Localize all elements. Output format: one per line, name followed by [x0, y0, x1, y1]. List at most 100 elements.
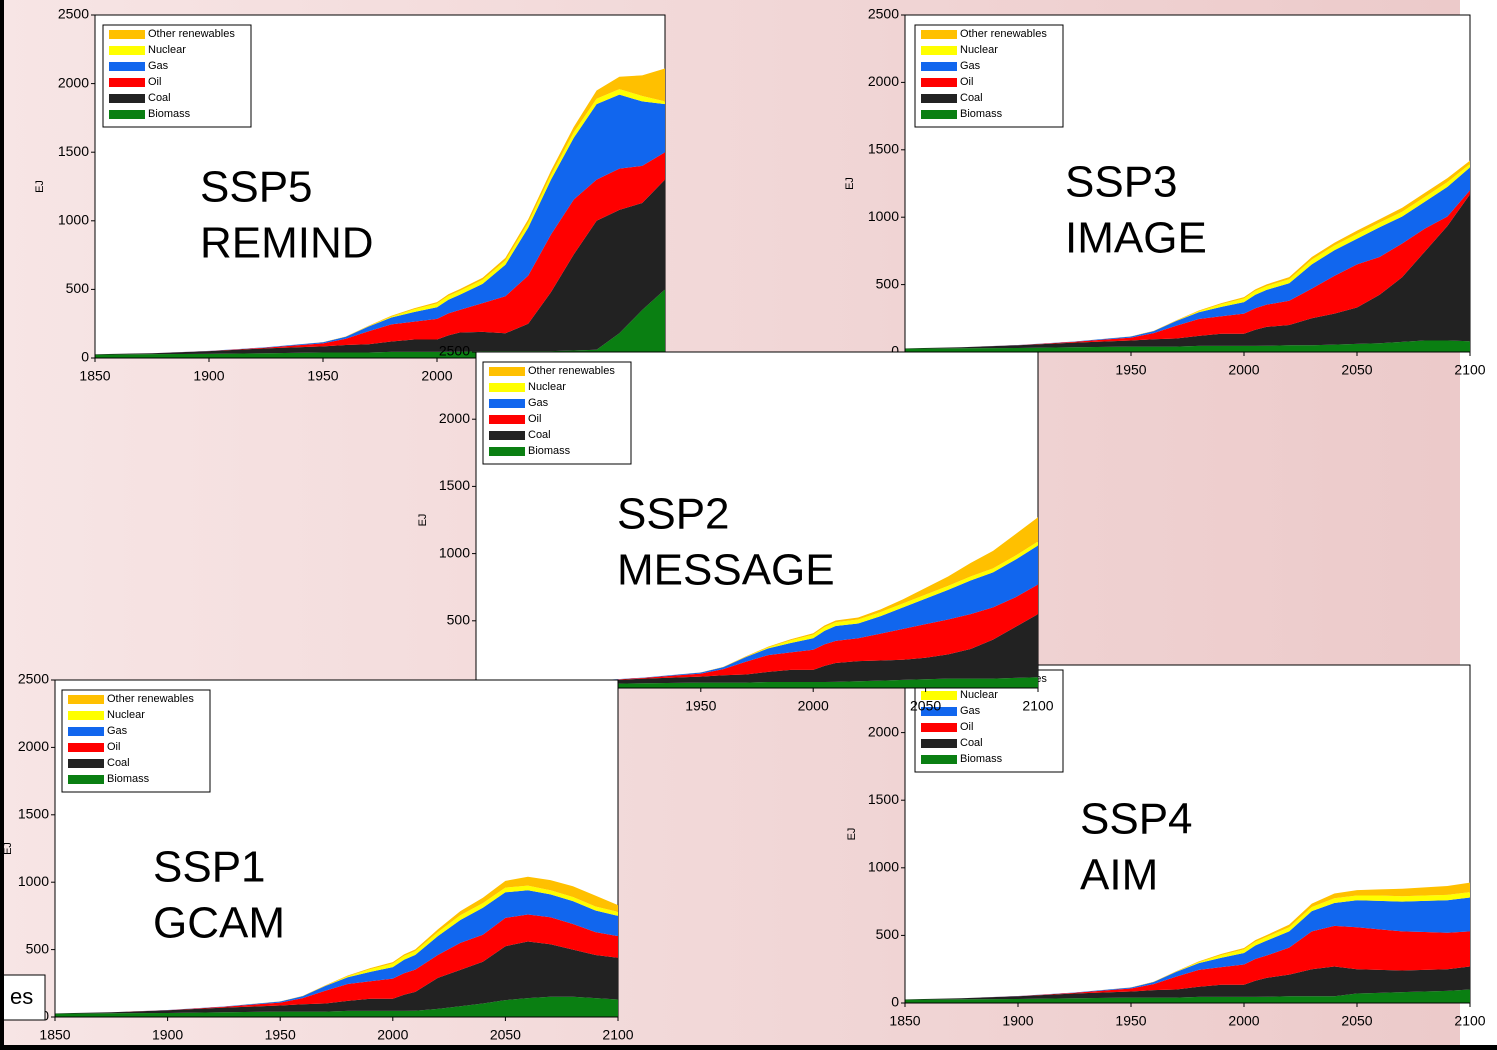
chart-panel: 0500100015002000250018501900195020002050… [844, 6, 1486, 378]
y-tick-label: 0 [891, 994, 899, 1010]
x-tick-label: 2050 [490, 1027, 521, 1043]
x-tick-label: 1900 [193, 368, 224, 384]
legend-label: Oil [528, 413, 541, 425]
legend-swatch [68, 775, 104, 784]
x-tick-label: 2000 [1228, 1013, 1259, 1029]
x-tick-label: 1850 [889, 1013, 920, 1029]
legend-label: Coal [960, 737, 983, 749]
legend-swatch [68, 743, 104, 752]
y-tick-label: 500 [876, 275, 900, 291]
y-tick-label: 2000 [868, 73, 899, 89]
legend-swatch [109, 62, 145, 71]
x-tick-label: 2000 [798, 698, 829, 714]
legend-label: Nuclear [148, 44, 186, 56]
area-series [55, 890, 618, 1014]
area-series [95, 179, 665, 355]
legend-swatch [109, 30, 145, 39]
area-series [905, 897, 1470, 1000]
x-tick-label: 1950 [685, 698, 716, 714]
legend-label: Biomass [528, 445, 571, 457]
legend-swatch [109, 110, 145, 119]
legend-label: Gas [107, 725, 128, 737]
legend-label: Coal [960, 92, 983, 104]
scenario-label: AIM [1080, 851, 1158, 900]
legend-swatch [921, 691, 957, 700]
legend-label: Nuclear [107, 709, 145, 721]
chart-panel: 0500100015002000250018501900195020002050… [34, 6, 681, 384]
y-tick-label: 0 [891, 343, 899, 359]
scenario-label: IMAGE [1065, 214, 1207, 263]
legend-label: Coal [528, 429, 551, 441]
legend-label: Biomass [148, 108, 191, 120]
y-tick-label: 1500 [439, 477, 470, 493]
legend-swatch [489, 447, 525, 456]
x-tick-label: 2100 [1022, 698, 1053, 714]
chart-panel: 0500100015002000250018501900195020002050… [2, 671, 634, 1043]
legend-swatch [109, 94, 145, 103]
scenario-label: SSP3 [1065, 158, 1178, 207]
y-tick-label: 2500 [18, 671, 49, 687]
y-tick-label: 2000 [439, 410, 470, 426]
legend-swatch [921, 62, 957, 71]
legend-label: Other renewables [107, 693, 194, 705]
y-tick-label: 1500 [868, 791, 899, 807]
y-tick-label: 2500 [439, 343, 470, 359]
y-tick-label: 2500 [58, 6, 89, 22]
legend-label: Gas [528, 397, 549, 409]
legend-label: Nuclear [960, 689, 998, 701]
y-tick-label: 2000 [18, 738, 49, 754]
area-series [905, 190, 1470, 349]
legend-swatch [68, 711, 104, 720]
area-series [905, 925, 1470, 1000]
legend-label: Gas [960, 60, 981, 72]
y-axis-label: EJ [846, 828, 858, 841]
legend-label: Coal [107, 757, 130, 769]
area-series [95, 94, 665, 355]
legend-swatch [921, 30, 957, 39]
x-tick-label: 1900 [1002, 1013, 1033, 1029]
x-tick-label: 2100 [1454, 362, 1485, 378]
scenario-label: SSP5 [200, 163, 313, 212]
legend-swatch [489, 399, 525, 408]
x-tick-label: 1850 [39, 1027, 70, 1043]
chart-panel: 0500100015002000250018501900195020002050… [846, 656, 1486, 1029]
y-tick-label: 1500 [18, 806, 49, 822]
scenario-label: GCAM [153, 899, 285, 948]
x-tick-label: 1950 [1115, 362, 1146, 378]
legend-swatch [68, 759, 104, 768]
legend-label: Oil [960, 76, 973, 88]
scenario-label: SSP2 [617, 490, 730, 539]
chart-panel: 0500100015002000250018501900195020002050… [417, 343, 1054, 714]
area-series [55, 914, 618, 1014]
y-axis-label: EJ [844, 177, 856, 190]
bottom-border [0, 1045, 1497, 1050]
y-axis-label: EJ [2, 842, 14, 855]
legend-swatch [68, 727, 104, 736]
x-tick-label: 2050 [1341, 1013, 1372, 1029]
legend-label: Oil [960, 721, 973, 733]
y-tick-label: 500 [26, 940, 50, 956]
y-tick-label: 0 [81, 349, 89, 365]
area-series [55, 996, 618, 1017]
x-tick-label: 2000 [1228, 362, 1259, 378]
scenario-label: SSP1 [153, 843, 266, 892]
legend-label: Nuclear [528, 381, 566, 393]
legend-label: Gas [148, 60, 169, 72]
area-series [55, 941, 618, 1014]
x-tick-label: 1950 [307, 368, 338, 384]
legend-label: Coal [148, 92, 171, 104]
legend-swatch [109, 46, 145, 55]
y-axis-label: EJ [417, 514, 429, 527]
y-tick-label: 1000 [18, 873, 49, 889]
legend-swatch [921, 78, 957, 87]
left-border [0, 0, 4, 1050]
y-tick-label: 500 [876, 926, 900, 942]
legend-swatch [68, 695, 104, 704]
legend-swatch [921, 739, 957, 748]
y-tick-label: 1000 [868, 859, 899, 875]
legend-label: Other renewables [148, 28, 235, 40]
x-tick-label: 1950 [1115, 1013, 1146, 1029]
scenario-label: MESSAGE [617, 546, 835, 595]
